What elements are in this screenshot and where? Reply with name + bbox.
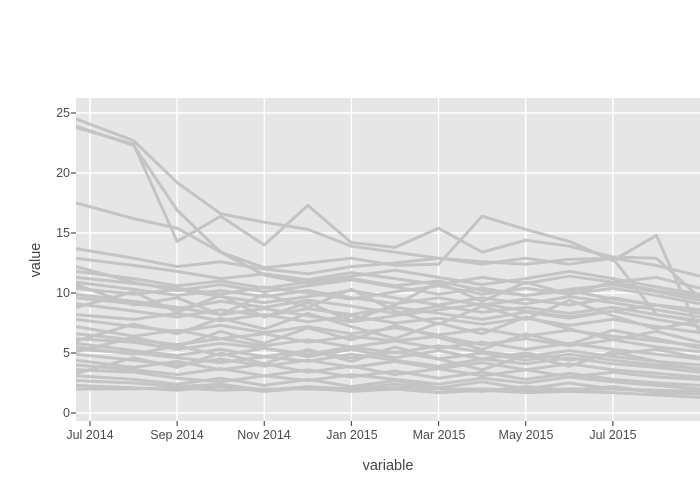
series-line-series-08[interactable] <box>76 275 700 306</box>
x-tick-label: Mar 2015 <box>412 428 466 442</box>
y-tick-label: 20 <box>56 166 70 180</box>
series-line-series-35[interactable] <box>76 344 700 362</box>
series-line-series-01[interactable] <box>76 117 700 278</box>
x-tick-label: Nov 2014 <box>237 428 291 442</box>
x-axis-title: variable <box>362 458 414 474</box>
y-tick-label: 10 <box>56 286 70 300</box>
y-tick-label: 5 <box>63 346 70 360</box>
series-line-series-22[interactable] <box>76 363 700 387</box>
series-line-series-13[interactable] <box>76 311 700 335</box>
x-tick-label: Jan 2015 <box>326 428 378 442</box>
series-line-series-32[interactable] <box>76 386 700 393</box>
series-line-series-10[interactable] <box>76 286 700 319</box>
series-line-series-21[interactable] <box>76 358 700 381</box>
x-tick-label: Jul 2014 <box>66 428 114 442</box>
series-line-series-27[interactable] <box>76 283 700 331</box>
series-line-series-06[interactable] <box>76 256 700 299</box>
series-line-series-34[interactable] <box>76 292 700 324</box>
y-tick-label: 0 <box>63 406 70 420</box>
series-lines <box>76 117 700 399</box>
series-line-series-33[interactable] <box>76 268 700 296</box>
series-line-series-28[interactable] <box>76 275 700 323</box>
x-tick-label: May 2015 <box>498 428 554 442</box>
series-line-series-05[interactable] <box>76 247 700 324</box>
y-axis-title: value <box>28 242 44 278</box>
series-line-series-30[interactable] <box>76 323 700 354</box>
x-tick-label: Jul 2015 <box>589 428 637 442</box>
y-tick-label: 25 <box>56 106 70 120</box>
y-tick-label: 15 <box>56 226 70 240</box>
x-tick-label: Sep 2014 <box>150 428 204 442</box>
series-line-series-18[interactable] <box>76 341 700 371</box>
tick-marks <box>71 112 614 426</box>
series-line-series-04[interactable] <box>76 201 700 335</box>
